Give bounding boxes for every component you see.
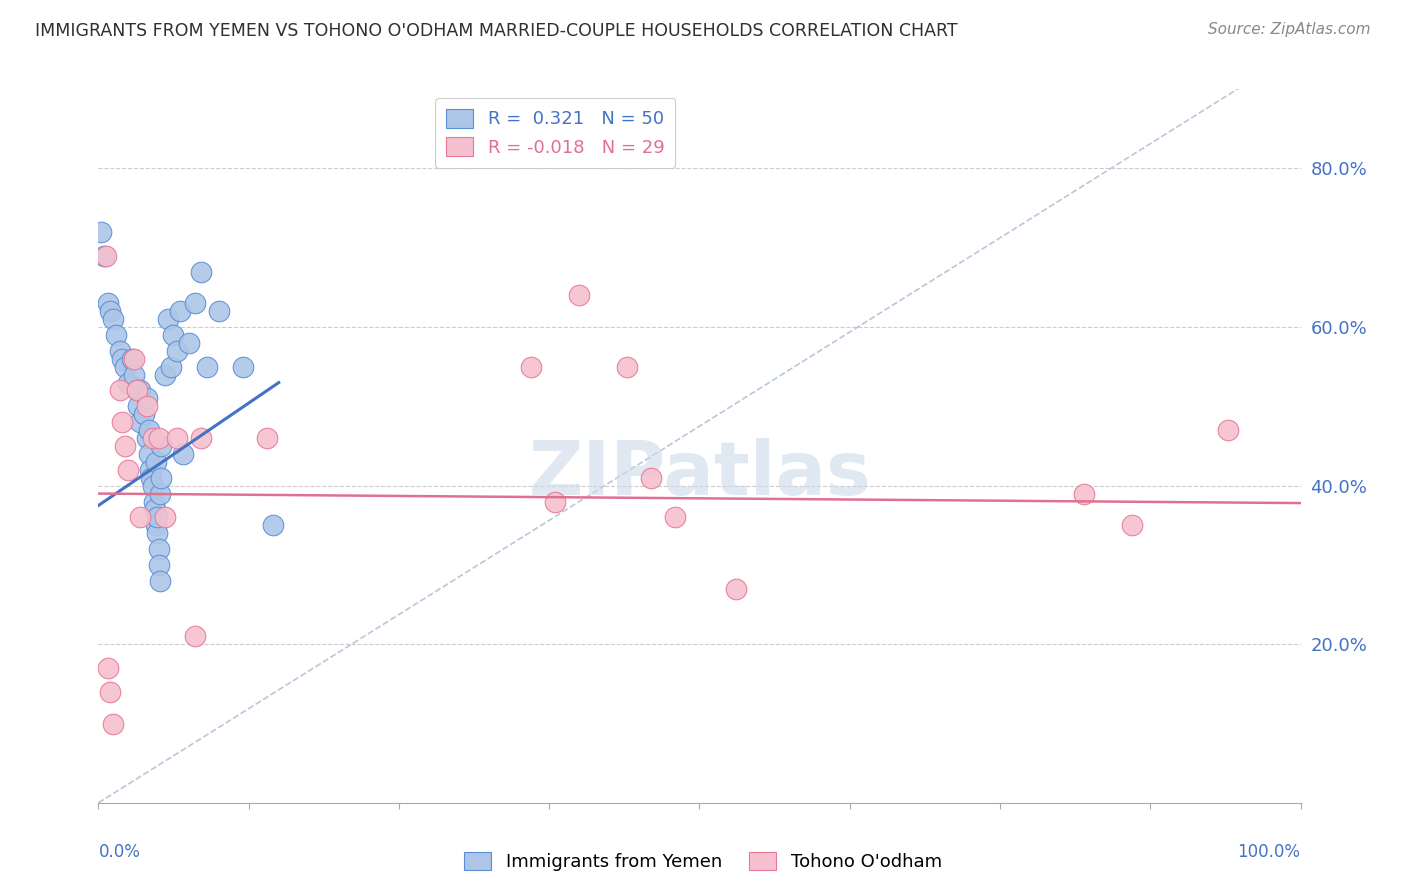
Text: IMMIGRANTS FROM YEMEN VS TOHONO O'ODHAM MARRIED-COUPLE HOUSEHOLDS CORRELATION CH: IMMIGRANTS FROM YEMEN VS TOHONO O'ODHAM … bbox=[35, 22, 957, 40]
Legend: Immigrants from Yemen, Tohono O'odham: Immigrants from Yemen, Tohono O'odham bbox=[457, 845, 949, 879]
Point bbox=[172, 447, 194, 461]
Point bbox=[108, 343, 131, 358]
Point bbox=[148, 542, 170, 557]
Point bbox=[135, 400, 157, 414]
Point bbox=[135, 431, 157, 445]
Point bbox=[166, 431, 188, 445]
Point bbox=[1073, 486, 1095, 500]
Text: 100.0%: 100.0% bbox=[1237, 843, 1301, 861]
Point bbox=[124, 368, 146, 382]
Point bbox=[111, 351, 134, 366]
Point bbox=[125, 384, 148, 398]
Point bbox=[111, 415, 134, 429]
Text: ZIPatlas: ZIPatlas bbox=[529, 438, 870, 511]
Point bbox=[1218, 423, 1240, 437]
Point bbox=[105, 328, 128, 343]
Point bbox=[132, 407, 155, 421]
Point bbox=[177, 335, 200, 350]
Point bbox=[125, 384, 148, 398]
Point bbox=[141, 431, 163, 445]
Point bbox=[568, 288, 591, 302]
Legend: R =  0.321   N = 50, R = -0.018   N = 29: R = 0.321 N = 50, R = -0.018 N = 29 bbox=[436, 98, 675, 168]
Point bbox=[114, 439, 136, 453]
Point bbox=[262, 518, 284, 533]
Point bbox=[117, 463, 139, 477]
Point bbox=[153, 368, 176, 382]
Point bbox=[146, 510, 169, 524]
Point bbox=[90, 225, 112, 239]
Point bbox=[138, 423, 160, 437]
Point bbox=[146, 526, 169, 541]
Point bbox=[129, 510, 152, 524]
Point bbox=[148, 558, 170, 572]
Point bbox=[97, 296, 120, 310]
Point bbox=[101, 312, 124, 326]
Point bbox=[142, 494, 165, 508]
Point bbox=[121, 351, 143, 366]
Point bbox=[93, 249, 115, 263]
Point bbox=[97, 661, 120, 675]
Point bbox=[183, 296, 205, 310]
Point bbox=[169, 304, 191, 318]
Point bbox=[145, 455, 167, 469]
Point bbox=[149, 486, 172, 500]
Point bbox=[127, 400, 149, 414]
Point bbox=[129, 384, 152, 398]
Point bbox=[166, 343, 188, 358]
Point bbox=[145, 518, 167, 533]
Point bbox=[101, 716, 124, 731]
Point bbox=[135, 392, 157, 406]
Point bbox=[724, 582, 747, 596]
Point bbox=[640, 471, 662, 485]
Point bbox=[190, 431, 212, 445]
Point bbox=[616, 359, 638, 374]
Point bbox=[143, 502, 166, 516]
Point bbox=[153, 510, 176, 524]
Point bbox=[149, 471, 172, 485]
Point bbox=[129, 415, 152, 429]
Point bbox=[208, 304, 231, 318]
Point bbox=[114, 359, 136, 374]
Point bbox=[139, 463, 162, 477]
Point bbox=[124, 351, 146, 366]
Text: Source: ZipAtlas.com: Source: ZipAtlas.com bbox=[1208, 22, 1371, 37]
Point bbox=[117, 376, 139, 390]
Point bbox=[138, 447, 160, 461]
Point bbox=[664, 510, 686, 524]
Point bbox=[100, 685, 122, 699]
Point bbox=[100, 304, 122, 318]
Point bbox=[141, 471, 163, 485]
Point bbox=[149, 574, 172, 588]
Point bbox=[256, 431, 278, 445]
Point bbox=[149, 439, 172, 453]
Point bbox=[183, 629, 205, 643]
Point bbox=[1121, 518, 1143, 533]
Point bbox=[520, 359, 543, 374]
Point bbox=[195, 359, 218, 374]
Point bbox=[190, 264, 212, 278]
Point bbox=[544, 494, 567, 508]
Point bbox=[232, 359, 254, 374]
Point bbox=[94, 249, 117, 263]
Point bbox=[157, 312, 180, 326]
Point bbox=[108, 384, 131, 398]
Point bbox=[141, 478, 163, 492]
Point bbox=[159, 359, 181, 374]
Point bbox=[162, 328, 184, 343]
Text: 0.0%: 0.0% bbox=[98, 843, 141, 861]
Point bbox=[148, 431, 170, 445]
